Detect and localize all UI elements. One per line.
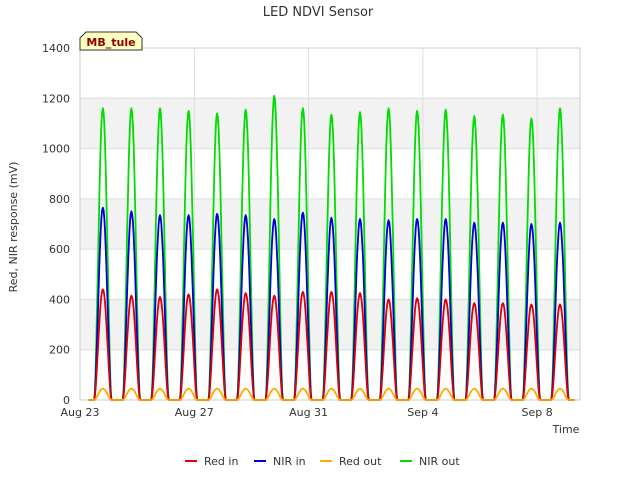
y-tick-label: 1400 bbox=[42, 42, 70, 55]
y-tick-label: 0 bbox=[63, 394, 70, 407]
legend-label: Red in bbox=[204, 455, 238, 468]
chart-title: LED NDVI Sensor bbox=[263, 5, 374, 20]
legend-label: NIR in bbox=[273, 455, 306, 468]
x-tick-label: Sep 8 bbox=[522, 406, 553, 419]
series-line bbox=[88, 288, 575, 401]
legend-label: Red out bbox=[339, 455, 382, 468]
series-lines bbox=[88, 94, 575, 401]
x-tick-label: Aug 31 bbox=[289, 406, 328, 419]
y-tick-label: 800 bbox=[49, 193, 70, 206]
legend: Red in NIR in Red out NIR out bbox=[185, 455, 460, 468]
x-tick-label: Sep 4 bbox=[407, 406, 438, 419]
site-badge: MB_tule bbox=[79, 31, 143, 51]
y-tick-label: 1000 bbox=[42, 143, 70, 156]
y-tick-label: 400 bbox=[49, 293, 70, 306]
y-tick-label: 1200 bbox=[42, 92, 70, 105]
x-tick-labels: Aug 23 Aug 27 Aug 31 Sep 4 Sep 8 bbox=[61, 406, 553, 419]
x-tick-label: Aug 23 bbox=[61, 406, 100, 419]
site-badge-box bbox=[79, 31, 143, 51]
site-badge-label: MB_tule bbox=[86, 36, 135, 49]
series-line bbox=[88, 387, 575, 401]
x-tick-label: Aug 27 bbox=[175, 406, 214, 419]
y-tick-label: 200 bbox=[49, 344, 70, 357]
plot-frame bbox=[79, 47, 581, 401]
y-tick-label: 600 bbox=[49, 243, 70, 256]
y-axis-label: Red, NIR response (mV) bbox=[7, 162, 20, 293]
legend-label: NIR out bbox=[419, 455, 460, 468]
series-line bbox=[88, 206, 575, 401]
y-tick-labels: 0 200 400 600 800 1000 1200 1400 bbox=[42, 42, 70, 407]
x-axis-label: Time bbox=[552, 423, 580, 436]
